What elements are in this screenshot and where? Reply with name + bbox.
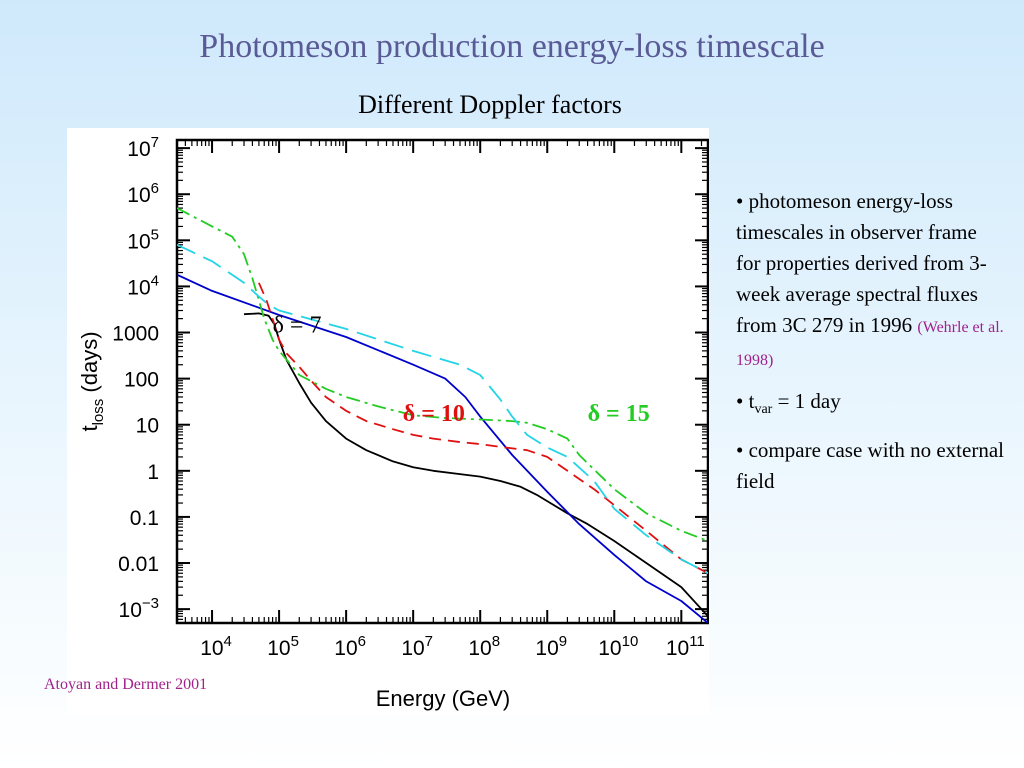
bullet-1-text: • photomeson energy-loss timescales in o… — [736, 189, 987, 337]
x-tick-label: 1010 — [598, 633, 638, 660]
bullet-3-text: • compare case with no external field — [736, 438, 1004, 494]
chart-panel: 104 105 106 107 108 109 1010 1011 10−3 0.01 0.1 1 10… — [67, 128, 709, 715]
bullet-3: • compare case with no external field — [736, 435, 1006, 497]
delta-annotation-2: δ = 10 — [403, 401, 465, 427]
y-tick-label: 1000 — [112, 323, 159, 346]
x-tick-label: 105 — [267, 633, 299, 660]
x-axis-label: Energy (GeV) — [376, 686, 511, 711]
credit-citation: Atoyan and Dermer 2001 — [44, 676, 208, 693]
y-tick-label: 0.01 — [118, 553, 159, 576]
y-tick-label: 10 — [136, 415, 159, 438]
bullet-2-subscript: var — [754, 402, 773, 418]
y-tick-label: 10−3 — [119, 595, 159, 622]
bullet-2: • tvar = 1 day — [736, 386, 1006, 425]
slide-title: Photomeson production energy-loss timesc… — [199, 28, 825, 65]
y-tick-label: 0.1 — [130, 507, 159, 530]
y-tick-label: 1 — [147, 461, 159, 484]
delta-annotation-3: δ = 15 — [588, 401, 650, 427]
series-line-5 — [177, 243, 708, 574]
loss-timescale-chart: 104 105 106 107 108 109 1010 1011 10−3 0.01 0.1 1 10… — [77, 134, 709, 711]
plot-frame — [175, 138, 709, 625]
slide-subtitle: Different Doppler factors — [358, 90, 622, 119]
y-tick-label: 104 — [127, 272, 159, 299]
bullet-1: • photomeson energy-loss timescales in o… — [736, 186, 1006, 376]
x-tick-label: 109 — [535, 633, 567, 660]
bullet-2-suffix: = 1 day — [772, 389, 841, 413]
delta-annotation-1: δ = 7 — [273, 313, 322, 339]
bullet-2-prefix: • t — [736, 389, 755, 413]
series-line-2 — [177, 273, 708, 623]
series-line-1 — [243, 312, 708, 617]
bullet-1-citation: (Wehrle et al. 1998) — [736, 319, 1004, 369]
x-tick-label: 104 — [200, 633, 232, 660]
y-tick-label: 100 — [124, 369, 159, 392]
series-line-4 — [177, 207, 708, 542]
series-line-3 — [258, 282, 708, 574]
bullet-list: • photomeson energy-loss timescales in o… — [736, 186, 1006, 507]
x-tick-label: 1011 — [666, 633, 705, 660]
x-tick-label: 108 — [468, 633, 500, 660]
y-axis-label: tloss (days) — [77, 331, 107, 431]
x-tick-label: 106 — [334, 633, 366, 660]
x-tick-label: 107 — [401, 633, 433, 660]
y-tick-label: 107 — [127, 134, 159, 161]
y-tick-label: 106 — [127, 180, 159, 207]
y-tick-label: 105 — [127, 226, 159, 253]
